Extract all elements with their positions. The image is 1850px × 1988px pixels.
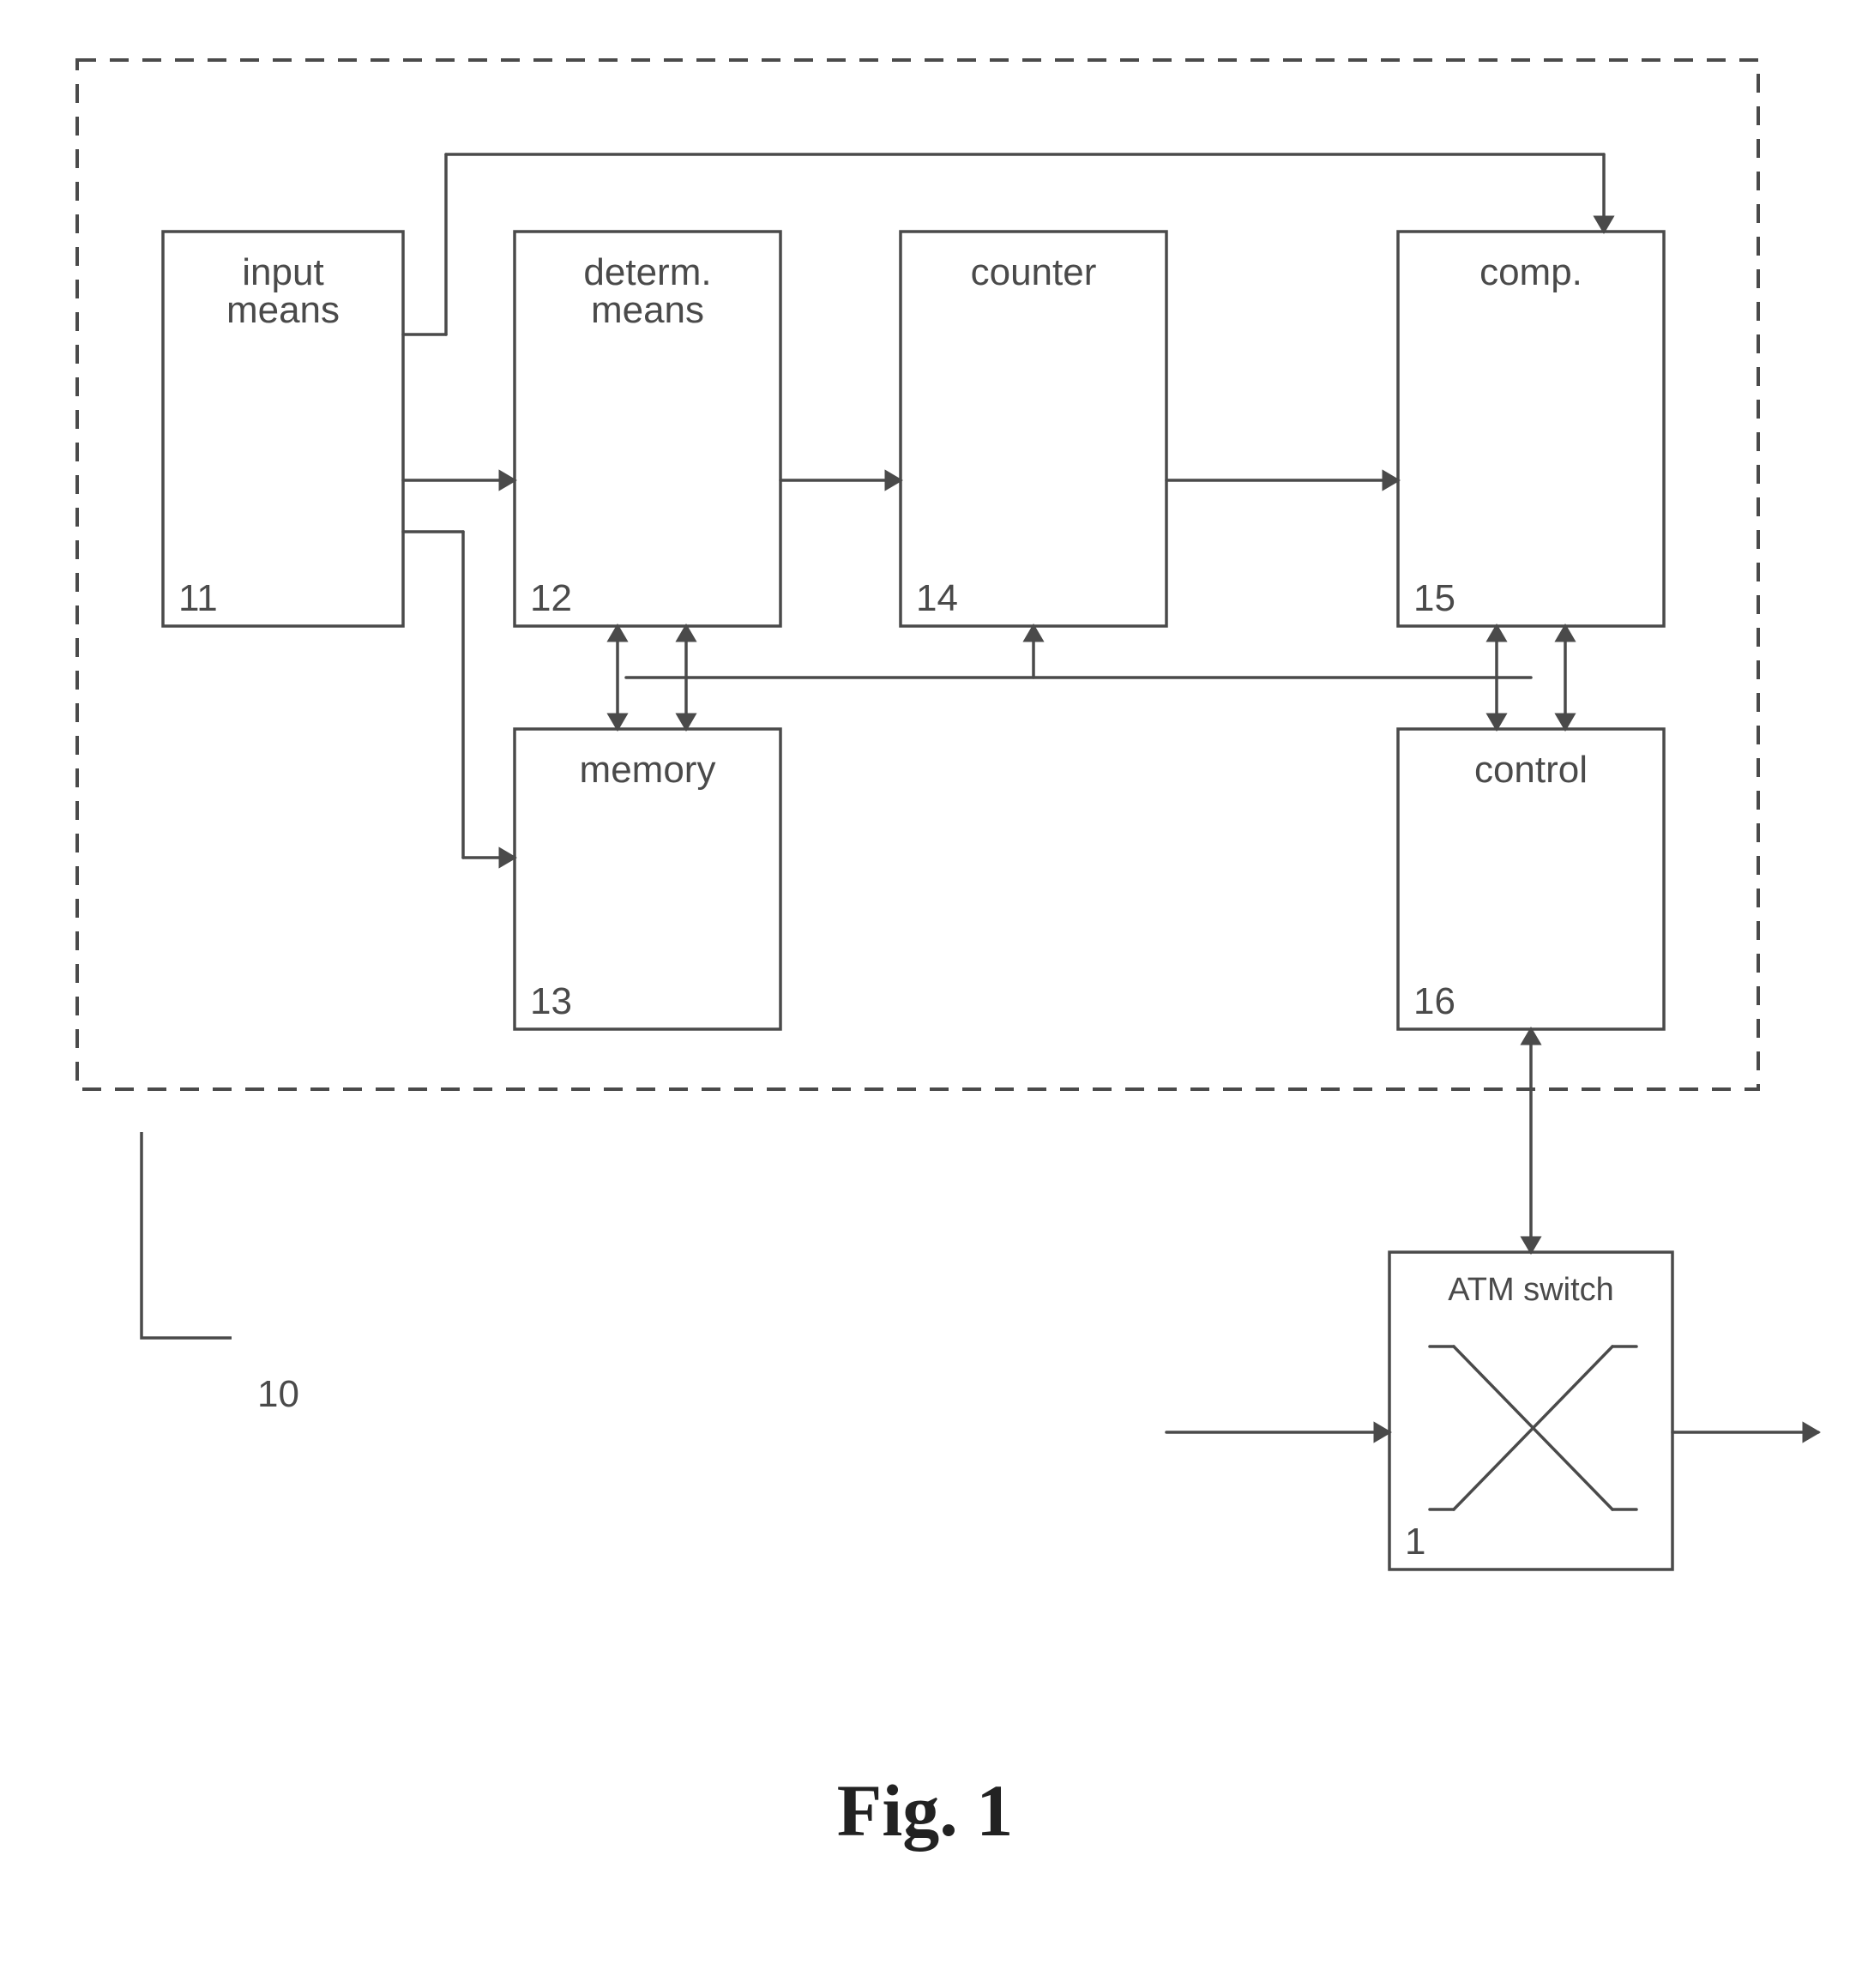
node-memory-label: memory xyxy=(580,749,716,791)
figure-caption: Fig. 1 xyxy=(837,1769,1013,1852)
node-determ-label: determ. xyxy=(583,251,711,293)
container-id: 10 xyxy=(257,1373,299,1415)
node-comp: comp. 15 xyxy=(1398,232,1664,626)
node-atm-id: 1 xyxy=(1405,1521,1425,1563)
node-input-label: means xyxy=(226,289,340,331)
diagram-canvas: 10inputmeans11determ.means12counter14com… xyxy=(0,0,1850,1988)
node-atm-label: ATM switch xyxy=(1448,1272,1614,1308)
node-counter-label: counter xyxy=(971,251,1097,293)
container-boundary xyxy=(77,60,1758,1089)
node-determ: determ.means 12 xyxy=(515,232,780,626)
node-comp-id: 15 xyxy=(1413,577,1455,619)
node-counter-id: 14 xyxy=(916,577,958,619)
node-input: inputmeans 11 xyxy=(163,232,403,626)
node-determ-id: 12 xyxy=(530,577,572,619)
node-memory-id: 13 xyxy=(530,980,572,1022)
node-control-label: control xyxy=(1474,749,1588,791)
node-atm: ATM switch 1 xyxy=(1389,1252,1672,1569)
node-input-id: 11 xyxy=(178,577,218,619)
node-comp-label: comp. xyxy=(1479,251,1582,293)
node-memory: memory 13 xyxy=(515,729,780,1029)
node-counter: counter 14 xyxy=(901,232,1166,626)
node-determ-label: means xyxy=(591,289,704,331)
node-input-label: input xyxy=(242,251,323,293)
node-control: control 16 xyxy=(1398,729,1664,1029)
node-control-id: 16 xyxy=(1413,980,1455,1022)
